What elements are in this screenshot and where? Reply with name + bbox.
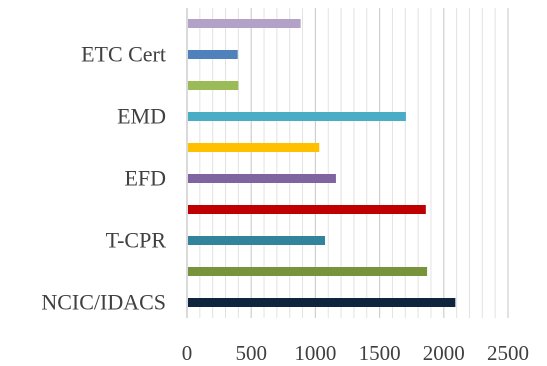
category-labels: NCIC/IDACS T-CPR EFD EMD ETC Cert — [41, 42, 166, 315]
x-tick-label: 2000 — [423, 341, 465, 365]
bar — [188, 174, 336, 183]
bar — [188, 298, 456, 307]
gridlines — [186, 8, 509, 318]
category-label: T-CPR — [106, 228, 167, 253]
category-label: ETC Cert — [81, 42, 166, 67]
x-tick-labels: 0 500 1000 1500 2000 2500 — [182, 341, 529, 365]
bar — [188, 267, 428, 276]
bars — [188, 19, 456, 307]
bar — [188, 205, 426, 214]
bar — [188, 19, 301, 28]
bar — [188, 236, 326, 245]
category-label: EMD — [117, 104, 166, 129]
bar — [188, 81, 239, 90]
x-tick-label: 2500 — [487, 341, 529, 365]
x-tick-label: 1500 — [359, 341, 401, 365]
x-tick-label: 500 — [235, 341, 267, 365]
x-tick-label: 1000 — [294, 341, 336, 365]
x-tick-label: 0 — [182, 341, 193, 365]
bar — [188, 112, 406, 121]
bar — [188, 143, 320, 152]
category-label: EFD — [124, 166, 166, 191]
category-label: NCIC/IDACS — [41, 290, 166, 315]
bar — [188, 50, 238, 59]
